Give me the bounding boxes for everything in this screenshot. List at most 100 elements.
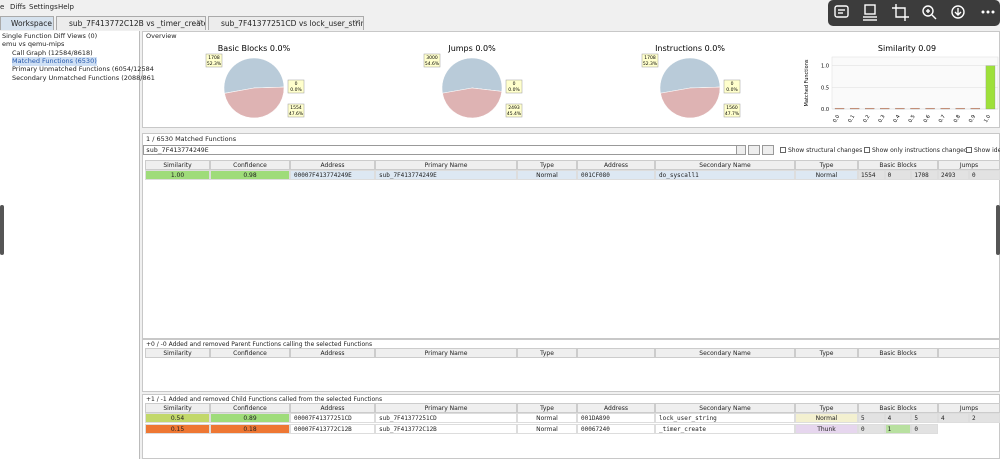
pie-count: 3000 [426, 55, 438, 61]
bar [880, 107, 890, 110]
menu-item[interactable]: Help [58, 3, 74, 11]
column-header: Similarity [145, 160, 210, 170]
pie-count: 1708 [208, 55, 220, 61]
y-tick-label: 0.0 [821, 107, 829, 113]
table-cell: 0.18 [210, 423, 290, 434]
table-cell: do_syscall1 [655, 170, 795, 180]
checkbox-label: Show only instructions changed [872, 147, 968, 154]
table-cell: 001CF080 [577, 170, 655, 180]
pie-percent: 0.0% [508, 87, 520, 93]
table-cell: 1708 [911, 170, 938, 180]
tree-item[interactable]: Matched Functions (6530) [12, 56, 97, 66]
pie-slice [441, 57, 503, 94]
checkbox-label: Show ide [974, 147, 1000, 154]
table-cell: 0.54 [145, 413, 210, 423]
pie-label-box [723, 103, 741, 118]
pie-count: 1560 [726, 105, 738, 111]
panel-title: 1 / 6530 Matched Functions [146, 135, 237, 143]
column-header: Jumps [938, 403, 1000, 413]
column-header: Address [577, 160, 655, 170]
table-cell: 1554 [858, 170, 885, 180]
column-header: Type [517, 348, 577, 358]
bar [925, 107, 935, 110]
panel-title: +1 / -1 Added and removed Child Function… [146, 396, 383, 403]
menu-item[interactable]: e [0, 3, 5, 11]
x-tick-label: 0.1 [847, 114, 856, 124]
tab[interactable]: sub_7F413772C12B vs _timer_create [56, 16, 206, 30]
column-header: Basic Blocks [858, 160, 938, 170]
pie-count: 0 [513, 81, 516, 87]
pie-label-box [505, 103, 523, 118]
table-cell: 0.15 [145, 423, 210, 434]
dropdown-button[interactable] [736, 145, 746, 155]
clear-button[interactable] [748, 145, 760, 155]
screenshot-toolbar[interactable] [828, 0, 1000, 26]
pie-percent: 0.0% [726, 87, 738, 93]
tree-item[interactable]: Call Graph (12584/8618) [12, 48, 93, 57]
table-cell: 5 [911, 413, 938, 423]
tab[interactable]: sub_7F41377251CD vs lock_user_string [208, 16, 364, 30]
more-icon[interactable] [981, 10, 995, 14]
table-cell: 1.00 [145, 170, 210, 180]
x-tick-label: 0.3 [877, 114, 886, 124]
tab[interactable]: Workspace [0, 16, 54, 30]
y-tick-label: 0.5 [821, 85, 829, 91]
pie-title: Instructions 0.0% [655, 44, 725, 53]
column-header: Basic Blocks [858, 403, 938, 413]
pie-percent: 54.6% [425, 61, 440, 67]
settings-button[interactable] [762, 145, 774, 155]
column-header: Similarity [145, 348, 210, 358]
column-header: Address [290, 403, 375, 413]
tree-item[interactable]: Primary Unmatched Functions (6054/12584 [12, 65, 154, 74]
plot-area [831, 56, 999, 110]
x-tick-label: 0.2 [862, 114, 871, 124]
table-cell: 001DA890 [577, 413, 655, 423]
table-cell: _timer_create [655, 423, 795, 434]
y-axis-label: Matched Functions [804, 59, 810, 106]
table-cell: 0.89 [210, 413, 290, 423]
parent-panel [142, 339, 1000, 392]
menu-item[interactable]: Diffs [10, 3, 26, 11]
pie-label-box [505, 79, 523, 94]
column-header: Secondary Name [655, 160, 795, 170]
tree-item[interactable]: emu vs qemu-mips [2, 40, 65, 49]
x-tick-label: 0.6 [923, 114, 932, 124]
pie-percent: 0.0% [290, 87, 302, 93]
checkbox[interactable] [864, 147, 870, 153]
table-cell: Normal [517, 170, 577, 180]
bar [834, 107, 845, 110]
pie-slice [224, 86, 285, 119]
column-header: Primary Name [375, 348, 517, 358]
pie-label-box [723, 79, 741, 94]
bar [910, 107, 920, 110]
x-tick-label: 0.4 [892, 114, 901, 124]
table-cell: Normal [517, 413, 577, 423]
search-box[interactable]: sub_7F413774249E [143, 145, 738, 155]
table-cell: 2493 [938, 170, 969, 180]
table-cell: 0 [969, 170, 1000, 180]
table-cell: Normal [517, 423, 577, 434]
column-header [938, 348, 1000, 358]
table-cell: 00007F413772C12B [290, 423, 375, 434]
table-cell: 00007F413774249E [290, 170, 375, 180]
pie-slice [659, 57, 721, 94]
x-tick-label: 0.8 [953, 114, 962, 124]
tree-item[interactable]: Single Function Diff Views (0) [2, 32, 98, 40]
pie-label-box [641, 53, 659, 68]
pie-title: Basic Blocks 0.0% [218, 44, 291, 53]
checkbox[interactable] [780, 147, 786, 153]
table-cell: 0.98 [210, 170, 290, 180]
tree-item[interactable]: Secondary Unmatched Functions (2088/861 [12, 73, 155, 82]
table-cell: 00067240 [577, 423, 655, 434]
column-header: Type [795, 160, 858, 170]
table-cell: 4 [938, 413, 969, 423]
column-header: Primary Name [375, 160, 517, 170]
pie-label-box [287, 103, 305, 118]
table-cell: Normal [795, 413, 858, 423]
menu-item[interactable]: Settings [29, 3, 58, 11]
x-tick-label: 1.0 [983, 114, 992, 124]
checkbox[interactable] [966, 147, 972, 153]
column-header [577, 348, 655, 358]
pie-count: 0 [295, 81, 298, 87]
